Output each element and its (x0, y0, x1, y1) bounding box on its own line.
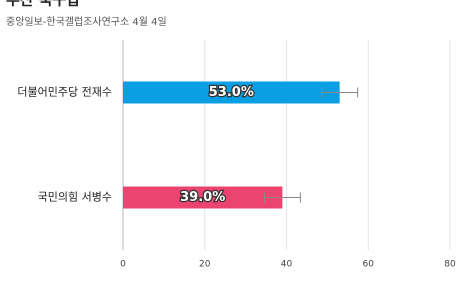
y-tick-label: 더불어민주당 전재수 (17, 86, 112, 99)
chart-subtitle: 중앙일보-한국갤럽조사연구소 4월 4일 (6, 16, 167, 28)
chart-title: 부산 북구갑 (6, 0, 80, 9)
x-tick-label: 60 (363, 260, 375, 270)
data-label: 39.0% (180, 190, 225, 205)
y-tick-label: 국민의힘 서병수 (38, 191, 112, 204)
x-tick-label: 40 (281, 260, 293, 270)
x-tick-label: 20 (199, 260, 211, 270)
bar (123, 81, 340, 104)
data-label: 53.0% (209, 85, 254, 100)
bar (123, 186, 283, 209)
x-tick-label: 80 (444, 260, 456, 270)
x-tick-label: 0 (120, 260, 126, 270)
